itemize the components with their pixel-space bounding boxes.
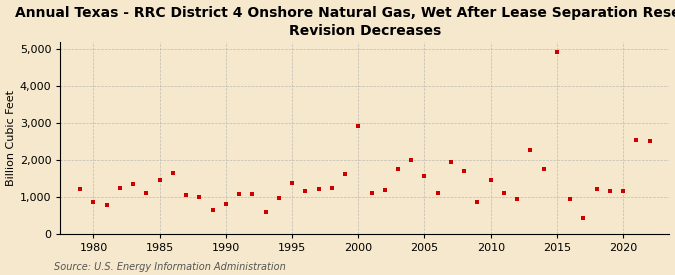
Point	[446, 159, 456, 164]
Point	[128, 182, 138, 187]
Point	[379, 187, 390, 192]
Point	[327, 186, 338, 191]
Point	[525, 148, 536, 153]
Point	[194, 195, 205, 199]
Point	[459, 169, 470, 173]
Point	[538, 167, 549, 172]
Point	[631, 138, 642, 143]
Point	[604, 189, 615, 194]
Point	[644, 139, 655, 143]
Point	[366, 191, 377, 195]
Point	[419, 174, 430, 178]
Point	[499, 191, 510, 195]
Text: Source: U.S. Energy Information Administration: Source: U.S. Energy Information Administ…	[54, 262, 286, 272]
Point	[141, 190, 152, 195]
Point	[591, 187, 602, 191]
Point	[565, 197, 576, 201]
Point	[75, 187, 86, 191]
Point	[260, 210, 271, 214]
Point	[472, 200, 483, 204]
Point	[340, 172, 350, 177]
Point	[313, 187, 324, 191]
Point	[512, 197, 522, 201]
Point	[167, 171, 178, 175]
Point	[618, 189, 628, 193]
Point	[406, 158, 416, 162]
Point	[287, 181, 298, 185]
Point	[247, 192, 258, 197]
Point	[221, 202, 232, 207]
Point	[155, 177, 165, 182]
Title: Annual Texas - RRC District 4 Onshore Natural Gas, Wet After Lease Separation Re: Annual Texas - RRC District 4 Onshore Na…	[16, 6, 675, 38]
Point	[181, 193, 192, 197]
Point	[578, 216, 589, 220]
Y-axis label: Billion Cubic Feet: Billion Cubic Feet	[5, 90, 16, 186]
Point	[234, 192, 244, 196]
Point	[393, 167, 404, 171]
Point	[353, 124, 364, 128]
Point	[551, 50, 562, 54]
Point	[485, 177, 496, 182]
Point	[273, 196, 284, 201]
Point	[101, 203, 112, 207]
Point	[432, 190, 443, 195]
Point	[115, 186, 126, 191]
Point	[88, 200, 99, 204]
Point	[207, 207, 218, 212]
Point	[300, 189, 310, 194]
